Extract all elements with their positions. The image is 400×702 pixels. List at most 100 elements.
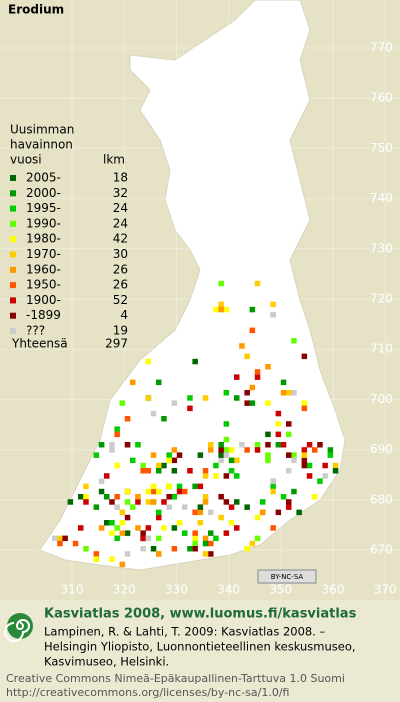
- occurrence-square: [270, 483, 276, 490]
- occurrence-square: [223, 530, 230, 536]
- occurrence-square: [260, 509, 266, 516]
- legend-label: 2000-: [26, 186, 61, 200]
- occurrence-square: [130, 379, 136, 386]
- occurrence-square: [156, 379, 162, 386]
- occurrence-square: [213, 535, 219, 542]
- occurrence-square: [197, 452, 204, 458]
- occurrence-square: [218, 301, 224, 308]
- occurrence-square: [275, 431, 282, 438]
- occurrence-square: [286, 452, 292, 458]
- occurrence-square: [275, 509, 282, 516]
- occurrence-square: [62, 535, 68, 542]
- occurrence-square: [161, 462, 167, 469]
- legend-count: 30: [113, 247, 128, 261]
- occurrence-square: [176, 452, 183, 458]
- northing-label: 680: [370, 492, 393, 506]
- occurrence-square: [254, 447, 261, 453]
- legend-swatch: [10, 297, 16, 304]
- occurrence-square: [124, 551, 131, 557]
- legend-label: 1950-: [26, 278, 61, 292]
- occurrence-square: [176, 488, 183, 495]
- occurrence-square: [124, 514, 131, 521]
- occurrence-square: [140, 530, 146, 536]
- legend-label: 1960-: [26, 262, 61, 276]
- occurrence-square: [228, 447, 235, 453]
- occurrence-square: [213, 306, 219, 313]
- occurrence-square: [280, 442, 287, 448]
- legend-label: 2005-: [26, 171, 61, 185]
- occurrence-square: [254, 280, 261, 287]
- occurrence-square: [234, 374, 240, 380]
- legend-label: 1990-: [26, 216, 61, 230]
- occurrence-square: [161, 525, 167, 531]
- legend-swatch: [10, 175, 16, 181]
- legend-swatch: [10, 190, 16, 197]
- occurrence-square: [254, 374, 261, 380]
- occurrence-square: [208, 530, 214, 536]
- legend-label: 1980-: [26, 232, 61, 246]
- occurrence-square: [72, 540, 79, 547]
- northing-label: 720: [370, 292, 393, 306]
- legend-swatch: [10, 328, 16, 334]
- occurrence-squares: [52, 280, 339, 568]
- occurrence-square: [249, 306, 256, 313]
- occurrence-square: [291, 338, 297, 344]
- occurrence-square: [275, 442, 282, 448]
- occurrence-square: [291, 452, 297, 458]
- legend-label: -1899: [26, 308, 61, 322]
- occurrence-square: [114, 535, 120, 542]
- northing-label: 750: [370, 141, 393, 155]
- easting-label: 370: [374, 583, 397, 597]
- occurrence-square: [52, 535, 58, 542]
- occurrence-square: [156, 509, 162, 516]
- occurrence-square: [109, 447, 115, 453]
- occurrence-square: [171, 525, 178, 531]
- legend-swatch: [10, 266, 16, 273]
- occurrence-square: [244, 353, 250, 360]
- occurrence-square: [286, 421, 292, 427]
- occurrence-square: [228, 457, 235, 464]
- occurrence-square: [280, 494, 287, 500]
- occurrence-square: [197, 504, 204, 510]
- occurrence-square: [202, 499, 209, 505]
- occurrence-square: [223, 390, 230, 396]
- occurrence-square: [171, 494, 178, 500]
- occurrence-square: [156, 468, 162, 474]
- occurrence-square: [145, 535, 152, 542]
- legend-count: 24: [113, 201, 128, 215]
- occurrence-square: [312, 494, 318, 500]
- legend-count: 42: [113, 232, 128, 246]
- legend-swatch: [10, 282, 16, 289]
- occurrence-square: [254, 514, 261, 521]
- legend-swatch: [10, 251, 16, 258]
- occurrence-square: [104, 520, 110, 526]
- occurrence-square: [280, 379, 287, 386]
- occurrence-square: [197, 483, 204, 490]
- occurrence-square: [78, 494, 84, 500]
- occurrence-square: [208, 442, 214, 448]
- occurrence-square: [156, 462, 162, 469]
- occurrence-square: [202, 540, 209, 547]
- occurrence-square: [150, 499, 157, 505]
- occurrence-square: [301, 447, 308, 453]
- occurrence-square: [182, 504, 188, 510]
- occurrence-square: [119, 561, 126, 568]
- legend-count: 32: [113, 186, 128, 200]
- occurrence-square: [244, 400, 250, 406]
- occurrence-square: [270, 525, 276, 531]
- legend-label: 1995-: [26, 201, 61, 215]
- occurrence-square: [228, 468, 235, 474]
- occurrence-square: [166, 452, 172, 458]
- occurrence-square: [109, 520, 115, 526]
- occurrence-square: [145, 395, 152, 401]
- legend-count-header: lkm: [103, 153, 125, 167]
- occurrence-square: [145, 488, 152, 495]
- occurrence-square: [234, 499, 240, 505]
- occurrence-square: [234, 395, 240, 401]
- occurrence-square: [114, 426, 120, 432]
- occurrence-square: [166, 494, 172, 500]
- occurrence-square: [208, 540, 214, 547]
- occurrence-square: [301, 457, 308, 464]
- occurrence-square: [140, 462, 146, 469]
- legend-label: 1970-: [26, 247, 61, 261]
